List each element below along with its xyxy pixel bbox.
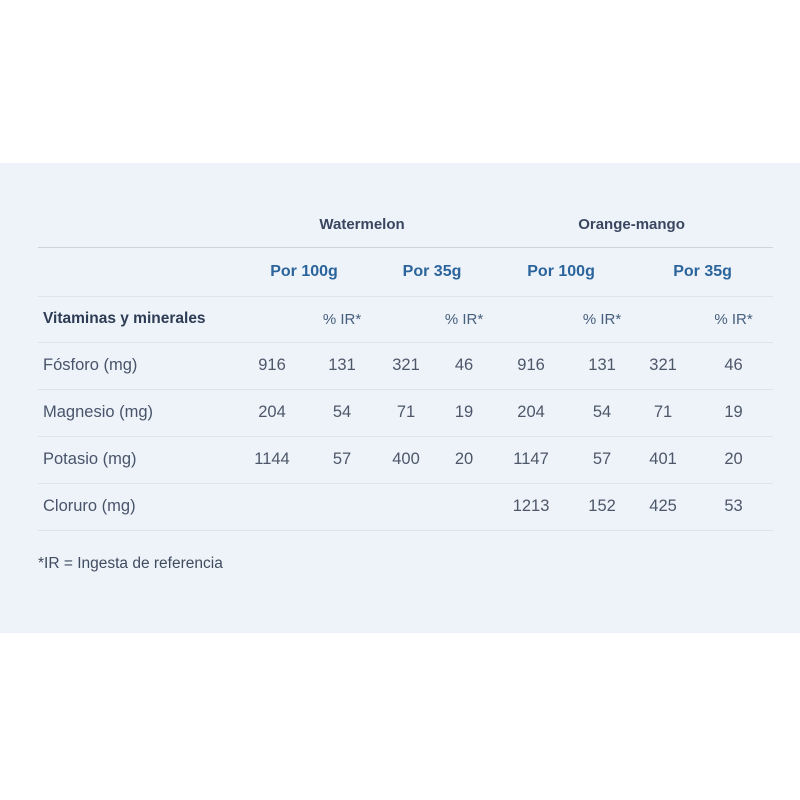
ir-header: % IR*: [572, 296, 633, 343]
footnote: *IR = Ingesta de referencia: [38, 554, 223, 572]
flavor-header-row: Watermelon Orange-mango: [38, 163, 774, 248]
serving-header: Por 35g: [374, 247, 491, 297]
value-cell: 916: [490, 342, 573, 390]
value-cell: 57: [572, 436, 633, 484]
section-header-row: Vitaminas y minerales % IR* % IR* % IR* …: [38, 296, 774, 343]
value-cell: 400: [374, 436, 438, 484]
value-cell: 916: [234, 342, 310, 390]
empty-cell: [234, 296, 310, 343]
serving-header-row: Por 100g Por 35g Por 100g Por 35g: [38, 247, 774, 297]
value-cell: [234, 483, 310, 531]
row-label: Fósforo (mg): [38, 342, 234, 390]
value-cell: 204: [234, 389, 310, 437]
value-cell: [310, 483, 374, 531]
flavor-header-orange-mango: Orange-mango: [490, 163, 774, 248]
nutrition-panel: Watermelon Orange-mango Por 100g Por 35g…: [0, 163, 800, 633]
section-header: Vitaminas y minerales: [38, 296, 234, 343]
empty-cell: [374, 296, 438, 343]
serving-header: Por 100g: [234, 247, 374, 297]
serving-header: Por 100g: [490, 247, 633, 297]
value-cell: 20: [694, 436, 774, 484]
value-cell: 46: [694, 342, 774, 390]
value-cell: 71: [374, 389, 438, 437]
value-cell: 131: [310, 342, 374, 390]
value-cell: 401: [632, 436, 695, 484]
value-cell: 204: [490, 389, 573, 437]
value-cell: 152: [572, 483, 633, 531]
value-cell: 1147: [490, 436, 573, 484]
ir-header: % IR*: [694, 296, 774, 343]
table-row-magnesio: Magnesio (mg) 204 54 71 19 204 54 71 19: [38, 389, 774, 437]
value-cell: 19: [438, 389, 491, 437]
empty-cell: [38, 247, 234, 297]
value-cell: 321: [374, 342, 438, 390]
row-label: Potasio (mg): [38, 436, 234, 484]
value-cell: 54: [572, 389, 633, 437]
row-label: Cloruro (mg): [38, 483, 234, 531]
value-cell: [374, 483, 438, 531]
table-row-potasio: Potasio (mg) 1144 57 400 20 1147 57 401 …: [38, 436, 774, 484]
ir-header: % IR*: [310, 296, 374, 343]
value-cell: 54: [310, 389, 374, 437]
table-row-cloruro: Cloruro (mg) 1213 152 425 53: [38, 483, 774, 531]
value-cell: 1144: [234, 436, 310, 484]
value-cell: 19: [694, 389, 774, 437]
value-cell: [438, 483, 491, 531]
empty-cell: [632, 296, 695, 343]
row-label: Magnesio (mg): [38, 389, 234, 437]
empty-cell: [38, 163, 234, 248]
value-cell: 57: [310, 436, 374, 484]
value-cell: 46: [438, 342, 491, 390]
value-cell: 20: [438, 436, 491, 484]
value-cell: 71: [632, 389, 695, 437]
empty-cell: [490, 296, 573, 343]
value-cell: 53: [694, 483, 774, 531]
ir-header: % IR*: [438, 296, 491, 343]
table-row-fosforo: Fósforo (mg) 916 131 321 46 916 131 321 …: [38, 342, 774, 390]
value-cell: 321: [632, 342, 695, 390]
table-wrap: Watermelon Orange-mango Por 100g Por 35g…: [0, 163, 800, 573]
serving-header: Por 35g: [632, 247, 774, 297]
value-cell: 131: [572, 342, 633, 390]
nutrition-table: Watermelon Orange-mango Por 100g Por 35g…: [38, 163, 774, 531]
flavor-header-watermelon: Watermelon: [234, 163, 491, 248]
value-cell: 1213: [490, 483, 573, 531]
value-cell: 425: [632, 483, 695, 531]
